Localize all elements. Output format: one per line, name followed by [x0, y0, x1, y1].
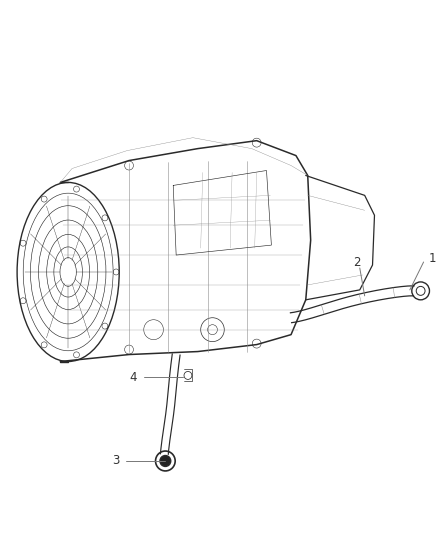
Text: 4: 4: [129, 371, 137, 384]
Circle shape: [160, 456, 171, 466]
Text: 2: 2: [353, 255, 360, 269]
Text: 1: 1: [428, 252, 436, 264]
Text: 3: 3: [112, 455, 119, 467]
